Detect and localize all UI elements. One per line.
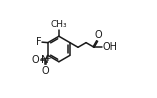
Text: N: N <box>41 55 49 65</box>
Text: OH: OH <box>102 42 117 52</box>
Text: +: + <box>44 54 50 63</box>
Text: O: O <box>32 55 39 65</box>
Text: F: F <box>36 37 41 47</box>
Text: CH₃: CH₃ <box>51 20 67 29</box>
Text: O: O <box>41 66 49 76</box>
Text: −: − <box>39 54 46 63</box>
Text: O: O <box>94 30 102 40</box>
